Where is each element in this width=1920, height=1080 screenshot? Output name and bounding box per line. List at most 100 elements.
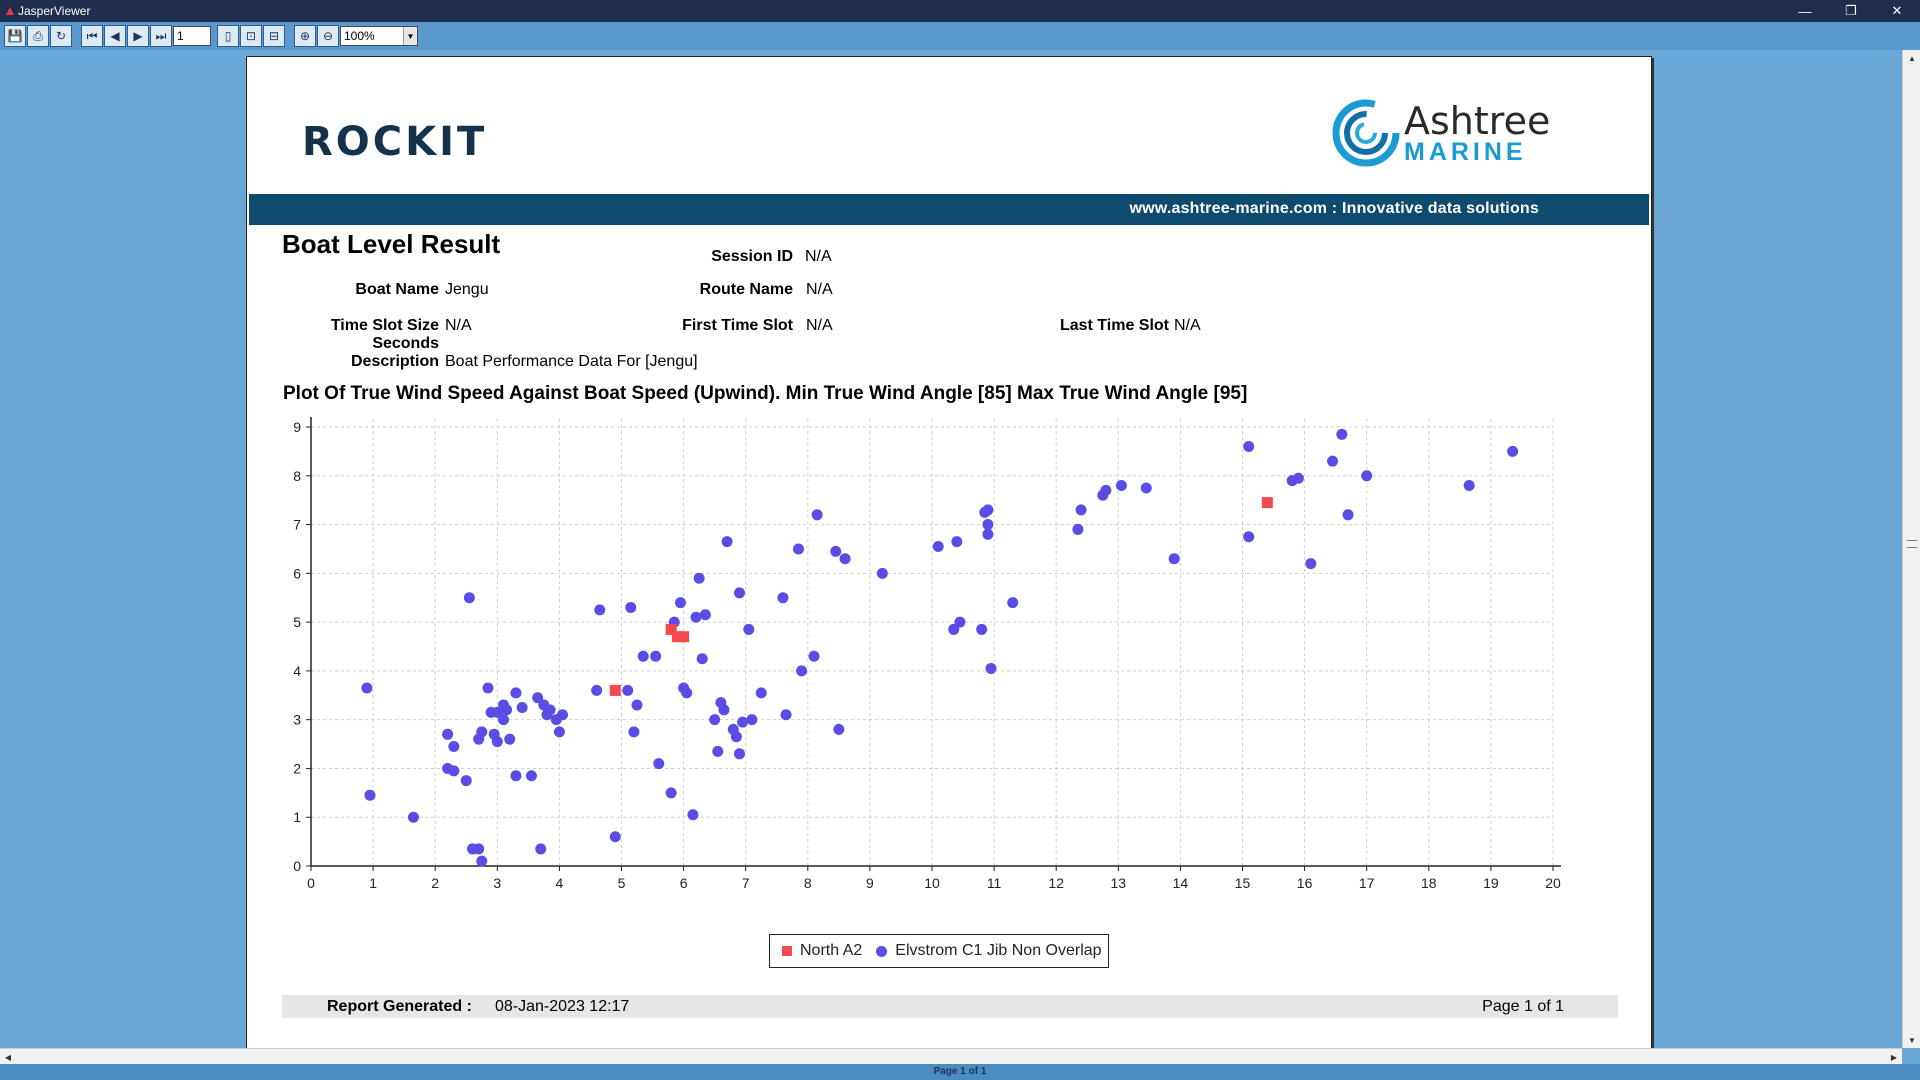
print-icon[interactable]: ⎙ bbox=[27, 25, 49, 47]
data-point-elvstrom-c1 bbox=[712, 745, 724, 757]
x-tick-label: 4 bbox=[556, 875, 564, 891]
slot-size-value: N/A bbox=[445, 317, 472, 334]
x-tick-label: 20 bbox=[1545, 875, 1561, 891]
window-controls: — ❐ ✕ bbox=[1782, 0, 1920, 22]
chevron-down-icon[interactable]: ▼ bbox=[403, 27, 417, 45]
data-point-elvstrom-c1 bbox=[448, 740, 460, 752]
y-tick-label: 5 bbox=[293, 614, 301, 630]
data-point-elvstrom-c1 bbox=[591, 684, 603, 696]
horizontal-scrollbar[interactable]: ◀ ▶ bbox=[0, 1048, 1902, 1064]
zoom-select[interactable]: 100% ▼ bbox=[340, 26, 418, 46]
scroll-grip[interactable] bbox=[1907, 540, 1917, 548]
data-point-elvstrom-c1 bbox=[476, 726, 488, 738]
data-point-elvstrom-c1 bbox=[460, 775, 472, 787]
x-tick-label: 13 bbox=[1111, 875, 1127, 891]
data-point-elvstrom-c1 bbox=[733, 748, 745, 760]
data-point-elvstrom-c1 bbox=[609, 831, 621, 843]
restore-button[interactable]: ❐ bbox=[1845, 3, 1857, 18]
y-tick-label: 4 bbox=[293, 663, 301, 679]
ashtree-name: Ashtree bbox=[1404, 98, 1551, 143]
x-tick-label: 17 bbox=[1359, 875, 1375, 891]
scroll-right-icon[interactable]: ▶ bbox=[1890, 1052, 1898, 1062]
data-point-elvstrom-c1 bbox=[737, 716, 749, 728]
data-point-elvstrom-c1 bbox=[544, 704, 556, 716]
zoom-out-icon[interactable]: ⊖ bbox=[317, 25, 339, 47]
scatter-chart: 0 1 2 3 4 5 6 7 8 9 10 11 12 13 14 15 16 17 18 19 2001234567… bbox=[293, 417, 1561, 891]
data-point-elvstrom-c1 bbox=[932, 541, 944, 553]
data-point-elvstrom-c1 bbox=[687, 809, 699, 821]
data-point-elvstrom-c1 bbox=[982, 519, 994, 531]
data-point-elvstrom-c1 bbox=[1243, 531, 1255, 543]
x-tick-label: 0 bbox=[307, 875, 315, 891]
zoom-value: 100% bbox=[344, 29, 375, 43]
data-point-elvstrom-c1 bbox=[364, 789, 376, 801]
legend-circle-marker bbox=[876, 945, 888, 957]
scroll-down-icon[interactable]: ▼ bbox=[1908, 1035, 1916, 1045]
data-point-elvstrom-c1 bbox=[830, 545, 842, 557]
data-point-elvstrom-c1 bbox=[976, 623, 988, 635]
data-point-elvstrom-c1 bbox=[553, 726, 565, 738]
data-point-elvstrom-c1 bbox=[1463, 480, 1475, 492]
data-point-elvstrom-c1 bbox=[792, 543, 804, 555]
save-icon[interactable]: 💾 bbox=[4, 25, 26, 47]
data-point-elvstrom-c1 bbox=[491, 736, 503, 748]
last-page-icon[interactable]: ⏭ bbox=[150, 25, 172, 47]
x-tick-label: 10 bbox=[924, 875, 940, 891]
vertical-scrollbar[interactable]: ▲ ▼ bbox=[1902, 50, 1920, 1048]
data-point-elvstrom-c1 bbox=[1327, 455, 1339, 467]
x-tick-label: 8 bbox=[804, 875, 812, 891]
first-slot-label: First Time Slot bbox=[682, 317, 793, 334]
data-point-north-a2 bbox=[671, 631, 683, 643]
data-point-north-a2 bbox=[665, 623, 677, 635]
reload-icon[interactable]: ↻ bbox=[50, 25, 72, 47]
x-tick-label: 15 bbox=[1235, 875, 1251, 891]
close-button[interactable]: ✕ bbox=[1891, 3, 1903, 18]
fit-width-icon[interactable]: ⊟ bbox=[263, 25, 285, 47]
data-point-elvstrom-c1 bbox=[718, 704, 730, 716]
data-point-elvstrom-c1 bbox=[361, 682, 373, 694]
legend-series-0: North A2 bbox=[800, 942, 863, 959]
data-point-elvstrom-c1 bbox=[650, 650, 662, 662]
data-point-elvstrom-c1 bbox=[777, 592, 789, 604]
data-point-elvstrom-c1 bbox=[696, 653, 708, 665]
y-tick-label: 6 bbox=[293, 565, 301, 581]
data-point-elvstrom-c1 bbox=[833, 723, 845, 735]
x-tick-label: 2 bbox=[431, 875, 439, 891]
last-slot-value: N/A bbox=[1174, 317, 1201, 334]
x-tick-label: 11 bbox=[987, 875, 1002, 891]
y-tick-label: 9 bbox=[293, 419, 301, 435]
zoom-in-icon[interactable]: ⊕ bbox=[294, 25, 316, 47]
data-point-elvstrom-c1 bbox=[594, 604, 606, 616]
data-point-elvstrom-c1 bbox=[755, 687, 767, 699]
data-point-elvstrom-c1 bbox=[982, 504, 994, 516]
scroll-up-icon[interactable]: ▲ bbox=[1908, 53, 1916, 63]
boat-name-label: Boat Name bbox=[355, 281, 439, 298]
page-number-input[interactable]: 1 bbox=[173, 26, 211, 46]
chart-points bbox=[361, 428, 1519, 867]
route-name-value: N/A bbox=[806, 281, 833, 298]
first-page-icon[interactable]: ⏮ bbox=[81, 25, 103, 47]
session-id-value: N/A bbox=[805, 248, 832, 265]
tagline-bar: www.ashtree-marine.com : Innovative data… bbox=[249, 194, 1649, 225]
data-point-elvstrom-c1 bbox=[699, 609, 711, 621]
chart-grid bbox=[311, 419, 1554, 866]
data-point-elvstrom-c1 bbox=[482, 682, 494, 694]
y-tick-label: 8 bbox=[293, 468, 301, 484]
data-point-elvstrom-c1 bbox=[516, 701, 528, 713]
scroll-left-icon[interactable]: ◀ bbox=[4, 1052, 12, 1062]
chart-axes bbox=[310, 417, 1561, 867]
fit-page-icon[interactable]: ⊡ bbox=[240, 25, 262, 47]
data-point-elvstrom-c1 bbox=[625, 601, 637, 613]
x-tick-label: 18 bbox=[1421, 875, 1437, 891]
chart-ticks: 0 1 2 3 4 5 6 7 8 9 10 11 12 13 14 15 16 17 18 19 2001234567… bbox=[293, 419, 1561, 891]
data-point-elvstrom-c1 bbox=[746, 714, 758, 726]
next-page-icon[interactable]: ▶ bbox=[127, 25, 149, 47]
previous-page-icon[interactable]: ◀ bbox=[104, 25, 126, 47]
data-point-elvstrom-c1 bbox=[525, 770, 537, 782]
data-point-elvstrom-c1 bbox=[463, 592, 475, 604]
boat-name-value: Jengu bbox=[445, 281, 489, 298]
data-point-elvstrom-c1 bbox=[504, 733, 516, 745]
minimize-button[interactable]: — bbox=[1798, 3, 1812, 19]
rockit-logo: ROCKIT bbox=[302, 119, 488, 165]
actual-size-icon[interactable]: ▯ bbox=[217, 25, 239, 47]
